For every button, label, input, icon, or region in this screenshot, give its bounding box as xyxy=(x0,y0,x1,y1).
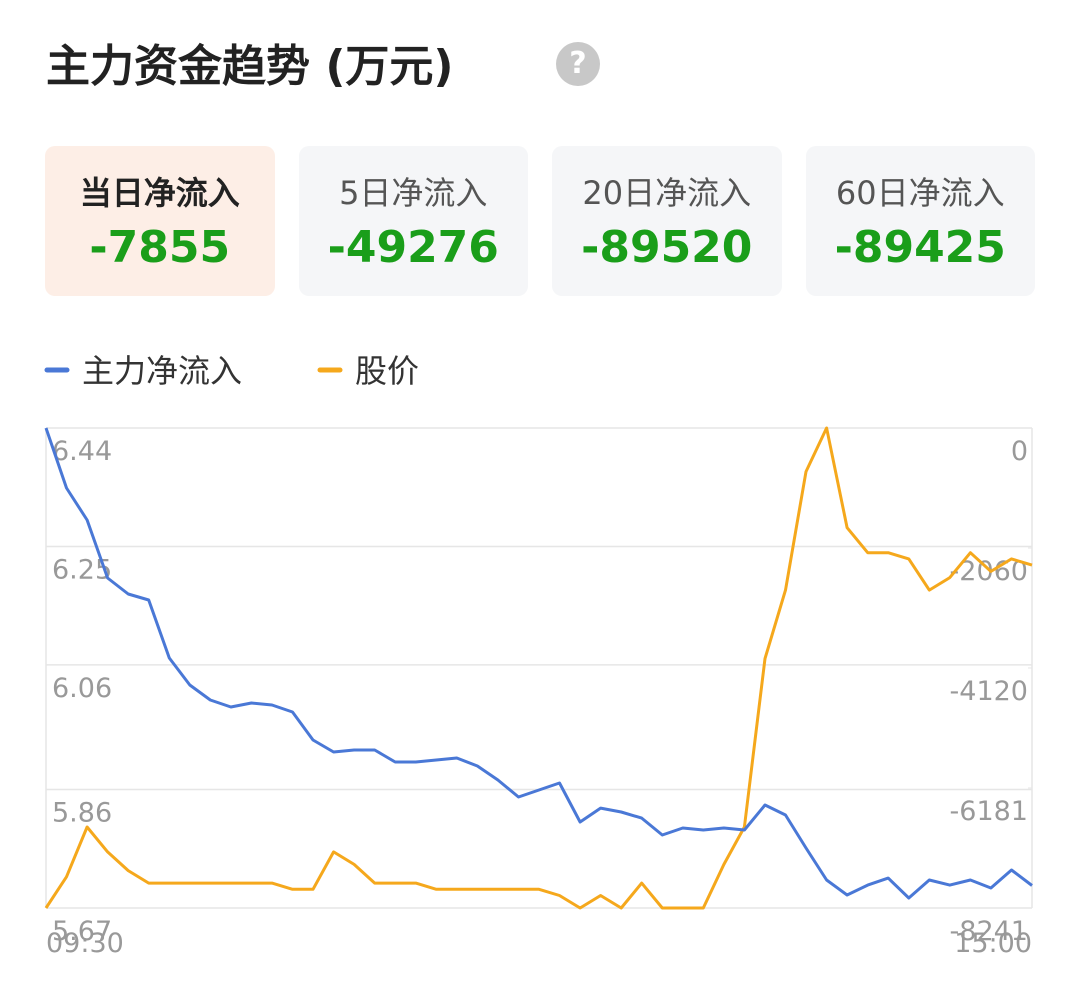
y-tick-label: 6.06 xyxy=(52,673,112,704)
x-tick-label: 09:30 xyxy=(46,928,124,959)
help-icon[interactable]: ? xyxy=(556,42,600,86)
summary-card[interactable]: 当日净流入 -7855 xyxy=(45,146,275,296)
legend-label[interactable]: 股价 xyxy=(355,352,419,390)
summary-card[interactable]: 60日净流入 -89425 xyxy=(805,146,1035,296)
y2-tick-label: 0 xyxy=(1011,436,1028,467)
card-label: 5日净流入 xyxy=(339,174,488,212)
y2-tick-label: -4120 xyxy=(950,676,1028,707)
y2-tick-label: -6181 xyxy=(950,796,1028,827)
summary-cards: 当日净流入 -7855 5日净流入 -49276 20日净流入 -89520 60日净流入 -… xyxy=(45,146,1035,296)
y-tick-label: 6.25 xyxy=(52,554,112,585)
y2-tick-label: -2060 xyxy=(950,556,1028,587)
x-tick-label: 15:00 xyxy=(954,928,1032,959)
card-value: -49276 xyxy=(327,222,499,273)
legend-label[interactable]: 主力净流入 xyxy=(82,352,242,390)
y2-tick-label: -8241 xyxy=(950,916,1028,947)
series-line xyxy=(44,426,1033,910)
card-value: -89520 xyxy=(581,222,753,273)
card-label: 20日净流入 xyxy=(582,174,752,212)
card-label: 60日净流入 xyxy=(835,174,1005,212)
card-value: -7855 xyxy=(89,222,231,273)
summary-card[interactable]: 5日净流入 -49276 xyxy=(298,146,528,296)
y-tick-label: 6.44 xyxy=(52,436,112,467)
series-line xyxy=(44,427,1033,900)
card-value: -89425 xyxy=(834,222,1006,273)
title: 主力资金趋势 (万元) xyxy=(46,41,454,92)
card-label: 当日净流入 xyxy=(79,174,240,212)
y-tick-label: 5.86 xyxy=(52,798,112,829)
summary-card[interactable]: 20日净流入 -89520 xyxy=(552,146,782,296)
y-tick-label: 5.67 xyxy=(52,916,112,947)
